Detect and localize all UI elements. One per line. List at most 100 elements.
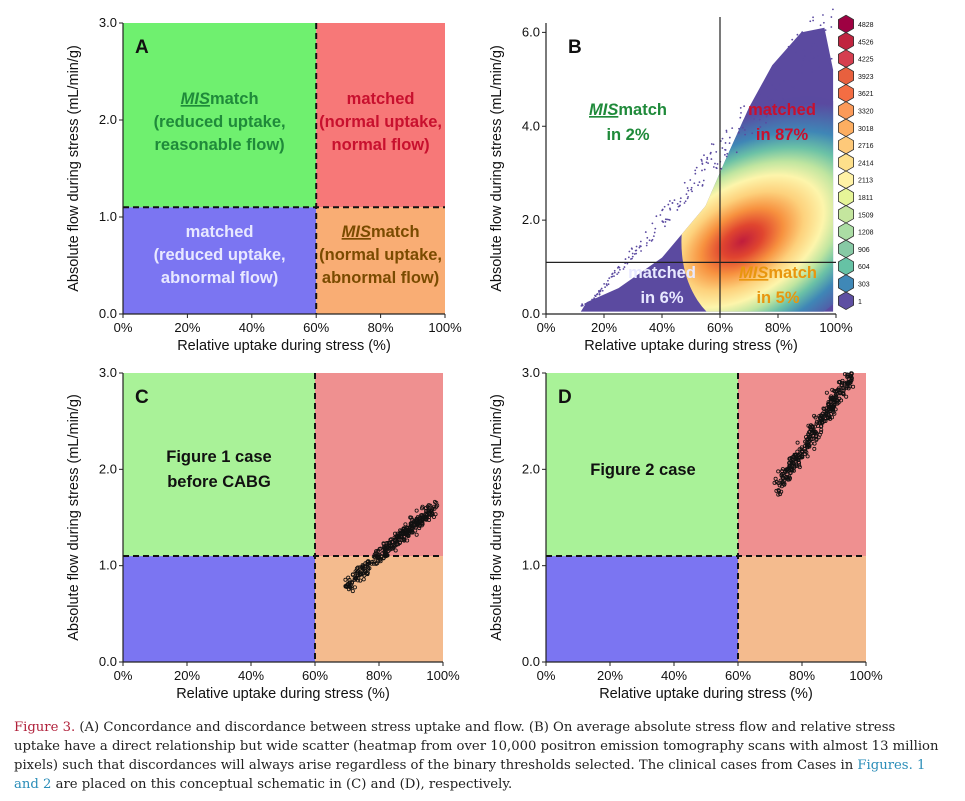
data-point [799,445,804,450]
data-point [369,561,374,566]
sparse-point [758,118,761,121]
data-point [837,390,842,395]
data-point [376,554,381,559]
data-point [409,515,414,520]
data-point [842,381,847,386]
x-tick-label: 40% [239,320,265,335]
data-point [418,516,423,521]
sparse-point [830,26,833,28]
caption-text-2: are placed on this conceptual schematic … [51,777,513,792]
data-point [830,404,835,409]
data-point [845,374,850,379]
sparse-point [659,214,662,216]
sparse-point [663,205,666,208]
sparse-point [759,126,762,128]
panel-d: 0% 20% 40% 60% 80% 100% 0.0 1.0 2.0 3.0 Relative u… [489,365,883,702]
colorbar-label: 1509 [858,212,874,219]
data-point [827,409,832,414]
sparse-point [581,303,584,306]
data-point [826,404,831,409]
sparse-point [651,238,654,241]
data-point [821,406,826,411]
sparse-point [706,158,709,161]
mismatch-label: MISmatch [589,101,667,119]
data-point [849,378,854,383]
mismatch-rest: match [768,264,817,282]
data-point [806,423,811,428]
sparse-point [652,235,655,238]
sparse-point [800,71,803,74]
sparse-point [683,181,686,184]
data-point [366,567,371,572]
data-point [384,541,389,546]
sparse-point [743,129,746,131]
sparse-point [766,82,769,84]
x-tick-label: 0% [537,668,556,683]
data-point [846,380,851,385]
caption-figure-ref[interactable]: Figures. 1 and 2 [14,758,926,792]
sparse-point [739,116,742,119]
sparse-point [607,279,609,282]
data-point [354,566,359,571]
sparse-point [697,184,699,187]
data-point [828,412,833,417]
sparse-point [812,16,814,19]
quadrant-bottom-right [315,556,443,662]
sparse-point [779,83,782,86]
sparse-point [782,98,785,100]
panel-letter: B [568,37,582,58]
sparse-point [668,219,671,221]
sparse-point [701,160,703,162]
data-point [808,423,813,428]
data-point [799,455,804,460]
sparse-point [803,55,806,57]
sparse-point [754,110,757,112]
sparse-point [753,118,756,120]
panel-letter: C [135,387,149,408]
sparse-point [691,190,693,193]
mismatch-label: MISmatch [739,264,817,282]
sparse-point [669,200,671,202]
colorbar-label: 1 [858,299,862,306]
sparse-point [724,148,726,151]
sparse-point [689,179,692,181]
x-tick-label: 0% [114,320,133,335]
data-point [844,385,849,390]
data-point [849,371,854,376]
x-axis-title: Relative uptake during stress (%) [584,338,798,354]
sparse-point [651,222,654,225]
sparse-point [598,291,600,293]
data-point [415,515,420,520]
sparse-point [712,143,715,146]
data-point [797,465,802,470]
data-point [788,463,793,468]
sparse-point [664,218,667,221]
sparse-point [811,44,814,47]
sparse-point [667,203,670,206]
data-point [844,394,849,399]
mismatch-label: MISmatch [342,223,420,241]
data-point [812,441,817,446]
panel-c: 0% 20% 40% 60% 80% 100% 0.0 1.0 2.0 3.0 Relative u… [66,365,460,702]
y-tick-label: 0.0 [522,654,540,669]
sparse-point [802,58,804,61]
data-point [413,528,418,533]
y-tick-label: 2.0 [99,112,117,127]
sparse-point [693,182,696,185]
sparse-point [709,152,712,155]
sparse-point [616,273,619,276]
sparse-point [800,64,803,67]
data-point [388,537,393,542]
x-tick-label: 0% [537,320,556,335]
data-point [797,451,802,456]
data-point [817,414,822,419]
y-tick-label: 2.0 [522,461,540,476]
quadrant-bottom-right [316,207,445,314]
sparse-point [725,155,728,158]
colorbar-label: 303 [858,282,870,289]
data-point [414,532,419,537]
sparse-point [822,21,825,24]
sparse-point [600,287,603,290]
data-point [772,480,777,485]
data-point [826,400,831,405]
